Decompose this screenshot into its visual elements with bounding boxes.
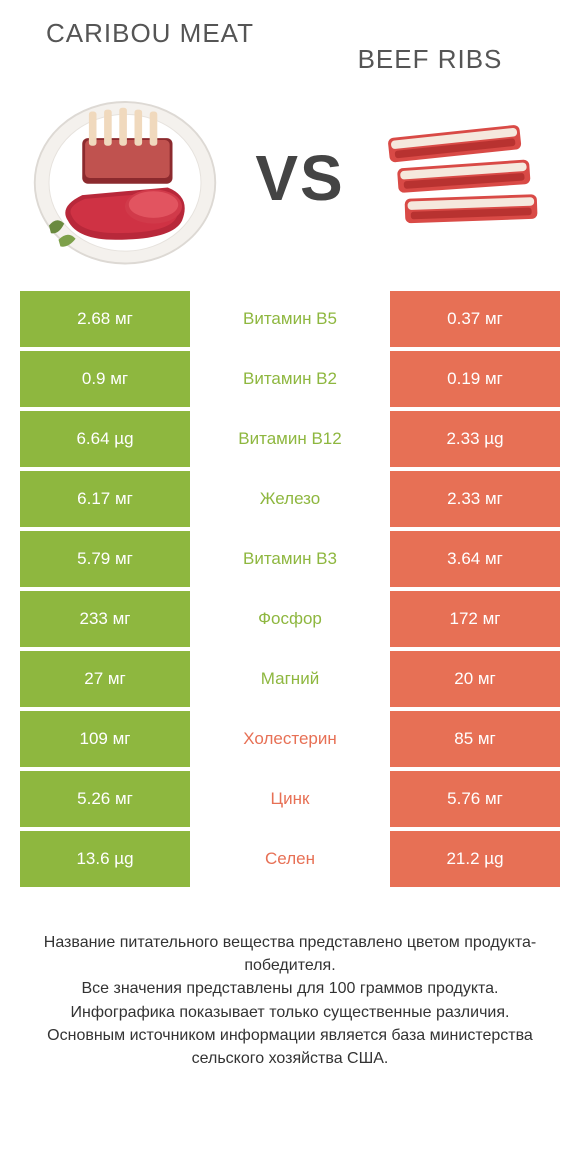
right-product-title: Beef ribs bbox=[320, 44, 540, 75]
left-value-cell: 27 мг bbox=[20, 651, 190, 707]
left-value-cell: 233 мг bbox=[20, 591, 190, 647]
vs-label: VS bbox=[255, 141, 344, 215]
table-row: 6.17 мгЖелезо2.33 мг bbox=[20, 471, 560, 527]
nutrient-name-cell: Витамин B2 bbox=[190, 351, 390, 407]
right-value-cell: 5.76 мг bbox=[390, 771, 560, 827]
nutrient-name-cell: Витамин B12 bbox=[190, 411, 390, 467]
left-value-cell: 5.26 мг bbox=[20, 771, 190, 827]
footer-notes: Название питательного вещества представл… bbox=[0, 891, 580, 1070]
nutrient-comparison-table: 2.68 мгВитамин B50.37 мг0.9 мгВитамин B2… bbox=[0, 291, 580, 887]
footer-line: Все значения представлены для 100 граммо… bbox=[24, 977, 556, 1000]
nutrient-name-cell: Селен bbox=[190, 831, 390, 887]
beef-ribs-image bbox=[380, 103, 550, 253]
table-row: 109 мгХолестерин85 мг bbox=[20, 711, 560, 767]
left-value-cell: 0.9 мг bbox=[20, 351, 190, 407]
table-row: 5.26 мгЦинк5.76 мг bbox=[20, 771, 560, 827]
left-value-cell: 2.68 мг bbox=[20, 291, 190, 347]
ribs-icon bbox=[380, 103, 550, 253]
left-value-cell: 5.79 мг bbox=[20, 531, 190, 587]
left-value-cell: 13.6 µg bbox=[20, 831, 190, 887]
right-value-cell: 85 мг bbox=[390, 711, 560, 767]
table-row: 13.6 µgСелен21.2 µg bbox=[20, 831, 560, 887]
nutrient-name-cell: Фосфор bbox=[190, 591, 390, 647]
right-value-cell: 2.33 мг bbox=[390, 471, 560, 527]
nutrient-name-cell: Витамин B5 bbox=[190, 291, 390, 347]
table-row: 233 мгФосфор172 мг bbox=[20, 591, 560, 647]
right-value-cell: 0.19 мг bbox=[390, 351, 560, 407]
left-value-cell: 6.17 мг bbox=[20, 471, 190, 527]
right-value-cell: 20 мг bbox=[390, 651, 560, 707]
left-value-cell: 109 мг bbox=[20, 711, 190, 767]
nutrient-name-cell: Холестерин bbox=[190, 711, 390, 767]
vs-row: VS bbox=[0, 75, 580, 291]
left-product-title: Caribou meat bbox=[40, 18, 260, 49]
right-value-cell: 2.33 µg bbox=[390, 411, 560, 467]
caribou-meat-image bbox=[30, 83, 220, 273]
right-value-cell: 21.2 µg bbox=[390, 831, 560, 887]
table-row: 0.9 мгВитамин B20.19 мг bbox=[20, 351, 560, 407]
table-row: 5.79 мгВитамин B33.64 мг bbox=[20, 531, 560, 587]
right-value-cell: 3.64 мг bbox=[390, 531, 560, 587]
table-row: 2.68 мгВитамин B50.37 мг bbox=[20, 291, 560, 347]
nutrient-name-cell: Витамин B3 bbox=[190, 531, 390, 587]
table-row: 27 мгМагний20 мг bbox=[20, 651, 560, 707]
nutrient-name-cell: Магний bbox=[190, 651, 390, 707]
table-row: 6.64 µgВитамин B122.33 µg bbox=[20, 411, 560, 467]
nutrient-name-cell: Железо bbox=[190, 471, 390, 527]
header: Caribou meat Beef ribs bbox=[0, 0, 580, 75]
right-value-cell: 0.37 мг bbox=[390, 291, 560, 347]
nutrient-name-cell: Цинк bbox=[190, 771, 390, 827]
meat-plate-icon bbox=[30, 83, 220, 273]
left-value-cell: 6.64 µg bbox=[20, 411, 190, 467]
footer-line: Инфографика показывает только существенн… bbox=[24, 1001, 556, 1024]
footer-line: Основным источником информации является … bbox=[24, 1024, 556, 1070]
footer-line: Название питательного вещества представл… bbox=[24, 931, 556, 977]
right-value-cell: 172 мг bbox=[390, 591, 560, 647]
